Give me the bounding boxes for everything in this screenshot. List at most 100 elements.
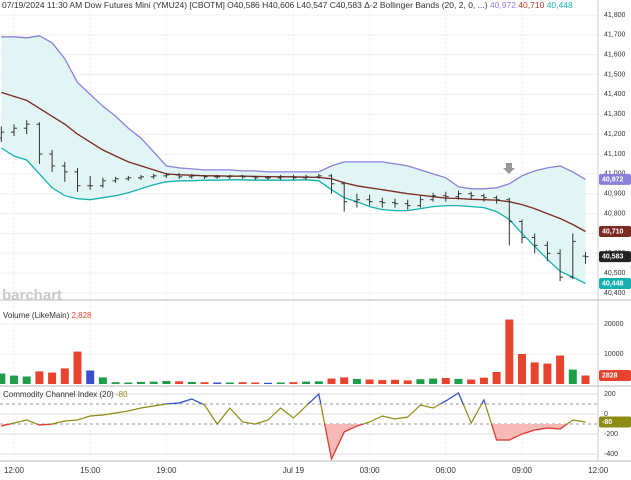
x-tick-label: Jul 19 (283, 466, 305, 475)
value-badge (599, 225, 631, 237)
volume-bar (365, 379, 374, 384)
volume-bar (302, 381, 311, 384)
volume-bar (10, 375, 18, 384)
volume-bar (213, 382, 222, 384)
event-marker (503, 163, 515, 174)
volume-bar (454, 378, 463, 384)
y-tick-label: 41,600 (604, 52, 626, 59)
volume-bar (289, 382, 298, 384)
volume-bar (467, 379, 476, 384)
value-badge (599, 278, 631, 289)
volume-bar (403, 380, 412, 384)
volume-bar (568, 369, 577, 384)
volume-bar (479, 377, 488, 384)
volume-bar (86, 370, 95, 384)
volume-bar (505, 319, 514, 384)
x-tick-label: 09:00 (512, 466, 533, 475)
volume-bar (124, 382, 133, 384)
volume-bar (111, 382, 120, 384)
value-badge (599, 370, 631, 382)
volume-bar (48, 372, 57, 384)
y-tick-label: 40,400 (604, 290, 626, 297)
cci-line (1, 392, 586, 461)
panel-title: Commodity Channel Index (20) (3, 390, 114, 399)
legend-value: 40,972 (490, 0, 516, 10)
volume-bar (276, 382, 285, 384)
volume-bar (518, 354, 526, 384)
volume-bar (327, 378, 336, 384)
volume-bar (238, 382, 247, 384)
volume-legend: Volume (LikeMain) 2,828 (3, 311, 92, 320)
y-tick-label: 41,300 (604, 111, 626, 118)
badge-label: 40,448 (602, 280, 624, 287)
legend-value: 2,828 (71, 311, 92, 320)
chart-title: 07/19/2024 11:30 AM Dow Futures Mini (YM… (2, 0, 488, 10)
badge-label: 40,583 (602, 254, 624, 261)
badge-label: 40,972 (602, 176, 624, 183)
volume-bar (416, 379, 425, 384)
volume-bar (251, 382, 260, 384)
badge-label: 40,710 (602, 228, 624, 235)
y-tick-label: 0 (604, 411, 608, 418)
legend-value: 40,710 (518, 0, 544, 10)
volume-bar (378, 380, 387, 384)
badge-label: 2828 (602, 372, 618, 379)
volume-bar (149, 381, 158, 384)
x-tick-label: 12:00 (588, 466, 609, 475)
volume-bar (340, 377, 349, 384)
badge-label: -80 (602, 419, 612, 426)
y-tick-label: 41,700 (604, 32, 626, 39)
volume-bar (35, 371, 44, 384)
y-tick-label: 10000 (604, 351, 624, 358)
value-badge (599, 251, 631, 263)
volume-bar (352, 378, 361, 384)
volume-bar (314, 381, 323, 384)
legend-value: 40,448 (547, 0, 573, 10)
x-tick-label: 15:00 (80, 466, 101, 475)
volume-bar (22, 376, 31, 384)
x-tick-label: 03:00 (360, 466, 381, 475)
x-tick-label: 12:00 (4, 466, 25, 475)
volume-bar (200, 382, 209, 384)
band-line (1, 35, 586, 190)
y-tick-label: 20000 (604, 321, 624, 328)
plot-layer (0, 35, 590, 461)
volume-bar (581, 375, 590, 384)
volume-bar (175, 381, 184, 384)
volume-bar (187, 381, 196, 384)
cci-low-fill (1, 424, 586, 459)
x-tick-label: 19:00 (156, 466, 177, 475)
volume-bar (137, 381, 145, 384)
volume-bar (543, 363, 552, 384)
volume-bar (429, 378, 438, 384)
volume-bar (391, 379, 399, 384)
volume-bar (530, 362, 539, 384)
volume-bar (60, 368, 69, 384)
y-tick-label: 41,500 (604, 71, 626, 78)
x-tick-label: 06:00 (436, 466, 457, 475)
chart-header: 07/19/2024 11:30 AM Dow Futures Mini (YM… (2, 0, 573, 10)
volume-bar (264, 382, 272, 384)
band-line (0, 147, 586, 285)
watermark: barchart (2, 287, 62, 304)
volume-bar (162, 381, 171, 384)
volume-bar (225, 382, 234, 384)
y-tick-label: 41,100 (604, 151, 626, 158)
axis-layer: 12:00 15:00 19:00 Jul 19 03:00 06:00 09:00 12:0… (4, 12, 631, 475)
y-tick-label: 41,800 (604, 12, 626, 19)
legend-value: -80 (116, 390, 128, 399)
y-tick-label: -200 (604, 431, 618, 438)
value-badge (599, 173, 631, 185)
volume-bar (73, 351, 82, 384)
volume-bar (492, 372, 501, 384)
volume-bar (441, 378, 450, 384)
volume-bar (98, 377, 107, 384)
value-badge (599, 416, 631, 428)
y-tick-label: 40,500 (604, 270, 626, 277)
cci-legend: Commodity Channel Index (20) -80 (3, 390, 128, 399)
panel-title: Volume (LikeMain) (3, 311, 70, 320)
y-tick-label: 40,900 (604, 191, 626, 198)
y-tick-label: 200 (604, 391, 616, 398)
